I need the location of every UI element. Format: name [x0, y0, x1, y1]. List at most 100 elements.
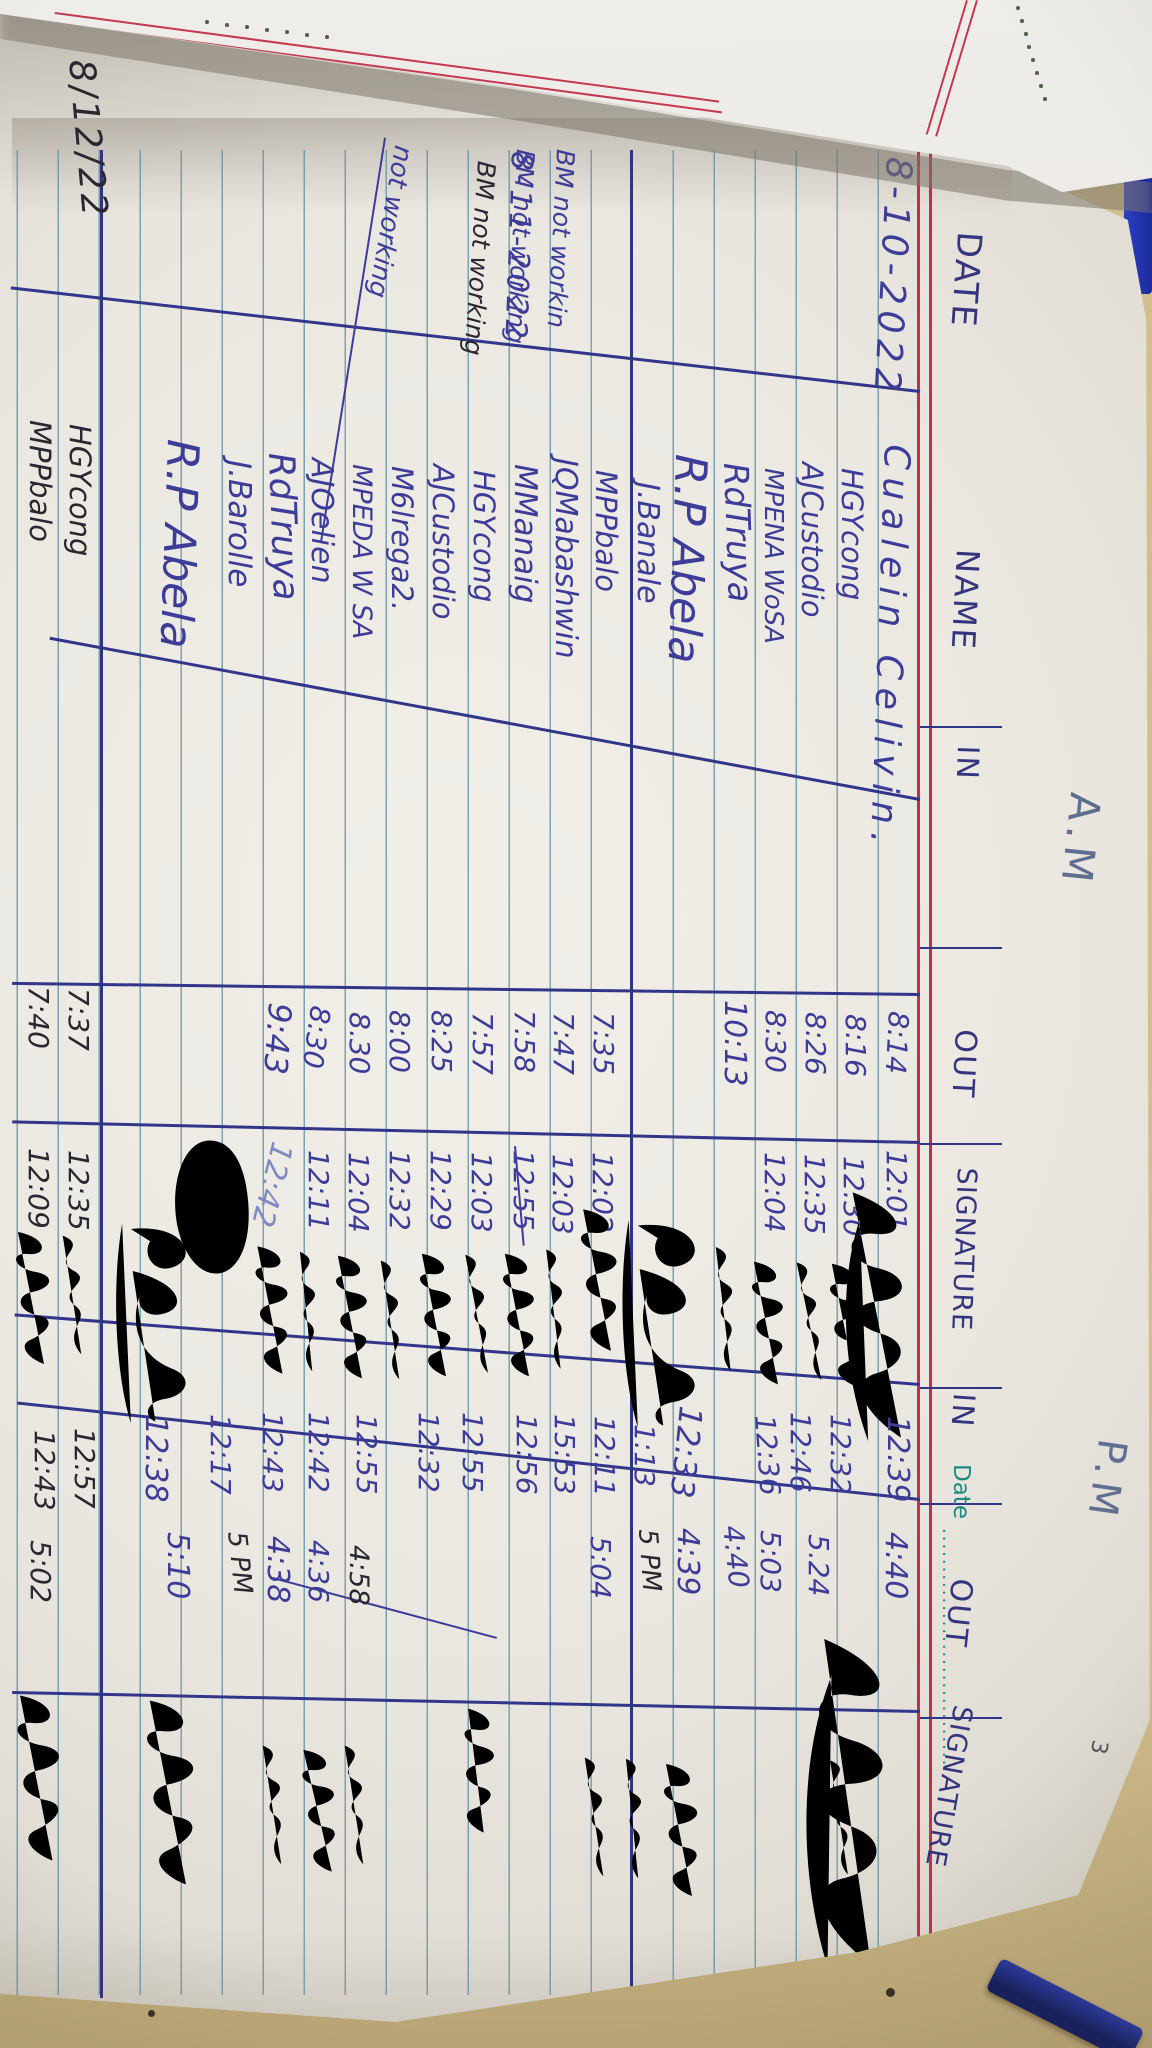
in-am-cell: 7:37: [62, 988, 95, 1051]
stitch-dot: [1024, 32, 1028, 36]
stitch-dot: [305, 33, 309, 37]
stitch-dot: [1043, 97, 1047, 101]
name-cell: M6lrega2.: [385, 466, 419, 612]
stitch-dot: [1027, 45, 1031, 49]
header-out-pm: OUT: [936, 1576, 979, 1650]
in-pm-cell: 12:39: [880, 1416, 915, 1503]
name-cell: AJCustodio: [426, 464, 460, 620]
name-cell: HGYcong: [63, 424, 97, 557]
header-date: DATE: [942, 230, 989, 330]
signature-am-b1r6: [622, 1220, 695, 1428]
printed-date-label: Date: [948, 1464, 974, 1519]
in-am-cell: 8:25: [425, 1010, 458, 1073]
in-am-cell: 8:16: [839, 1014, 872, 1077]
in-am-cell: 8:30: [759, 1010, 792, 1073]
block-separator: [100, 150, 103, 1998]
signature-pm-b2r4: [457, 1708, 498, 1833]
in-am-cell: 8.30: [343, 1012, 376, 1075]
in-am-cell: 7:47: [547, 1012, 580, 1075]
out-pm-cell: 5:02: [24, 1540, 57, 1603]
in-pm-cell: 12:33: [662, 1404, 710, 1501]
name-cell: MPENA WoSA: [758, 468, 788, 644]
name-cell: AJCustodio: [795, 462, 829, 618]
signature-pm-b2r1: [584, 1757, 604, 1877]
out-pm-cell: 4:39: [670, 1528, 705, 1596]
am-section-label: A.M: [1051, 790, 1110, 891]
x-mark-out-pm-b1r4: [745, 1633, 779, 1667]
out-pm-cell: 5.24: [802, 1534, 835, 1597]
out-am-cell: 12:29: [424, 1150, 457, 1231]
stitch-dot: [205, 20, 209, 24]
in-am-cell: 8:14: [878, 1010, 915, 1075]
stitch-dot: [1016, 6, 1020, 10]
stitch-dot: [285, 30, 289, 34]
out-am-cell: 12:11: [302, 1150, 335, 1231]
header-divider: [920, 726, 1002, 729]
out-am-cell: 12:04: [758, 1152, 791, 1233]
out-pm-cell: 5 PM: [632, 1527, 667, 1593]
red-margin-line: [917, 148, 932, 2010]
stitch-dot: [1020, 19, 1024, 23]
name-cell: HGYcong: [835, 468, 869, 601]
stitch-dot: [265, 28, 269, 32]
in-pm-cell: 12:38: [138, 1416, 173, 1503]
in-pm-cell: 12:17: [204, 1414, 237, 1495]
in-am-cell: 7:35: [587, 1012, 620, 1075]
out-am-cell: 12:35: [798, 1154, 831, 1235]
header-in-pm: IN: [943, 1391, 981, 1430]
out-pm-cell: 5:04: [584, 1536, 617, 1599]
signature-am-b2r11: [116, 1223, 186, 1424]
header-name: NAME: [943, 548, 987, 652]
stitch-dot: [225, 23, 229, 27]
name-cell: MPPbalo: [23, 420, 57, 542]
in-am-cell: 7:40: [22, 986, 55, 1049]
stitch-dot: [1039, 84, 1043, 88]
in-pm-cell: 15:53: [548, 1414, 581, 1495]
in-am-cell: 10:13: [717, 1000, 752, 1087]
in-pm-cell: 12:42: [302, 1412, 335, 1493]
out-pm-cell: 4:38: [260, 1536, 295, 1604]
name-cell: MPEDA W SA: [346, 464, 377, 640]
out-pm-cell: 4:36: [302, 1540, 335, 1603]
x-mark-sig-pm-b1r3: [787, 1745, 823, 1781]
signature-pm-b2r11: [147, 1700, 194, 1885]
in-pm-cell: 12:32: [824, 1414, 857, 1495]
in-am-cell: 9:43: [256, 1001, 299, 1076]
name-cell: MPPbalo: [589, 470, 623, 592]
name-cell: R.P Abela: [149, 438, 208, 650]
out-pm-cell: 5:03: [754, 1530, 787, 1593]
in-pm-cell: 12:11: [588, 1416, 621, 1497]
name-cell: RdTruya: [715, 461, 760, 604]
out-pm-cell: 5:10: [160, 1532, 195, 1600]
pm-section-label: P.M: [1077, 1436, 1135, 1525]
name-cell: R.P Abela: [657, 453, 716, 665]
out-am-cell: 12:55: [507, 1150, 540, 1231]
stitch-dot: [1035, 71, 1039, 75]
signature-am-b2r9: [255, 1246, 288, 1374]
name-cell: MManaig: [507, 464, 543, 604]
out-am-cell: 12:09: [22, 1148, 55, 1229]
block-separator: [630, 150, 633, 1998]
signature-pm-b2r9: [262, 1745, 282, 1865]
in-pm-cell: 1:13: [628, 1424, 661, 1487]
in-am-cell: 8:30: [295, 1003, 337, 1071]
in-pm-cell: 12:36: [748, 1413, 787, 1497]
stitch-dot: [1031, 58, 1035, 62]
in-pm-cell: 12:57: [68, 1428, 101, 1509]
out-pm-cell: 5 PM: [221, 1529, 258, 1596]
name-cell: J.Barolle: [221, 460, 257, 588]
curl-red-line: [935, 0, 979, 137]
in-pm-cell: 12:43: [28, 1430, 61, 1511]
header-divider: [920, 1387, 1002, 1390]
table-speck: [148, 2010, 155, 2017]
curl-red-line: [925, 0, 969, 135]
x-mark-out-pm-b2r6: [374, 1556, 412, 1594]
out-am-cell: 12:35: [62, 1150, 95, 1231]
in-am-cell: 7:57: [466, 1012, 499, 1075]
out-am-cell: 12:04: [342, 1152, 375, 1233]
page-number: 3: [1084, 1738, 1112, 1757]
out-am-cell: 12:03: [465, 1152, 498, 1233]
